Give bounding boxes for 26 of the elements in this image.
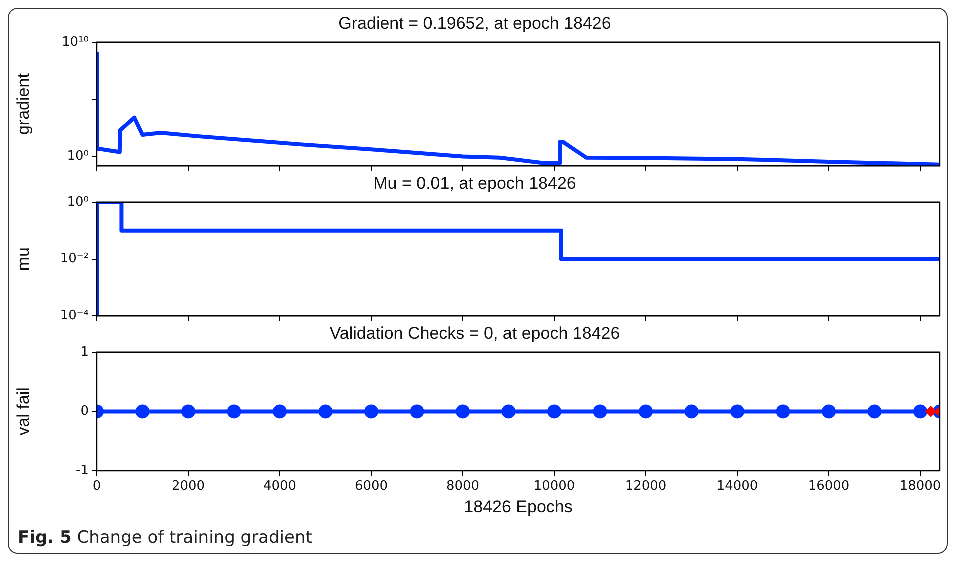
chart-title: Gradient = 0.19652, at epoch 18426	[338, 14, 612, 33]
y-tick-label: 10⁻⁴	[60, 308, 89, 324]
y-tick-label: 10⁰	[67, 194, 89, 210]
y-tick-label: 0	[80, 404, 89, 420]
x-tick-label: 6000	[354, 479, 388, 494]
chart-title: Validation Checks = 0, at epoch 18426	[330, 324, 620, 343]
y-axis-title: gradient	[14, 73, 33, 136]
x-tick-label: 18000	[900, 479, 942, 494]
x-tick-label: 10000	[534, 479, 576, 494]
x-tick-label: 14000	[716, 479, 758, 494]
x-tick-label: 12000	[625, 479, 667, 494]
y-tick-label: 10¹⁰	[62, 34, 89, 50]
y-tick-label: 1	[80, 344, 89, 360]
x-tick-label: 8000	[446, 479, 480, 494]
y-axis-title: val fail	[14, 388, 33, 436]
x-tick-label: 4000	[263, 479, 297, 494]
y-axis-title: mu	[14, 247, 33, 272]
y-tick-label: 10⁻²	[60, 252, 89, 267]
x-tick-label: 16000	[808, 479, 850, 494]
x-axis-title: 18426 Epochs	[464, 497, 573, 516]
y-tick-label: -1	[76, 463, 89, 478]
caption: Fig. 5 Change of training gradient	[18, 528, 312, 548]
chart-title: Mu = 0.01, at epoch 18426	[374, 174, 576, 193]
x-tick-label: 2000	[172, 479, 206, 494]
x-tick-label: 0	[92, 479, 102, 494]
y-tick-label: 10⁰	[67, 149, 89, 164]
